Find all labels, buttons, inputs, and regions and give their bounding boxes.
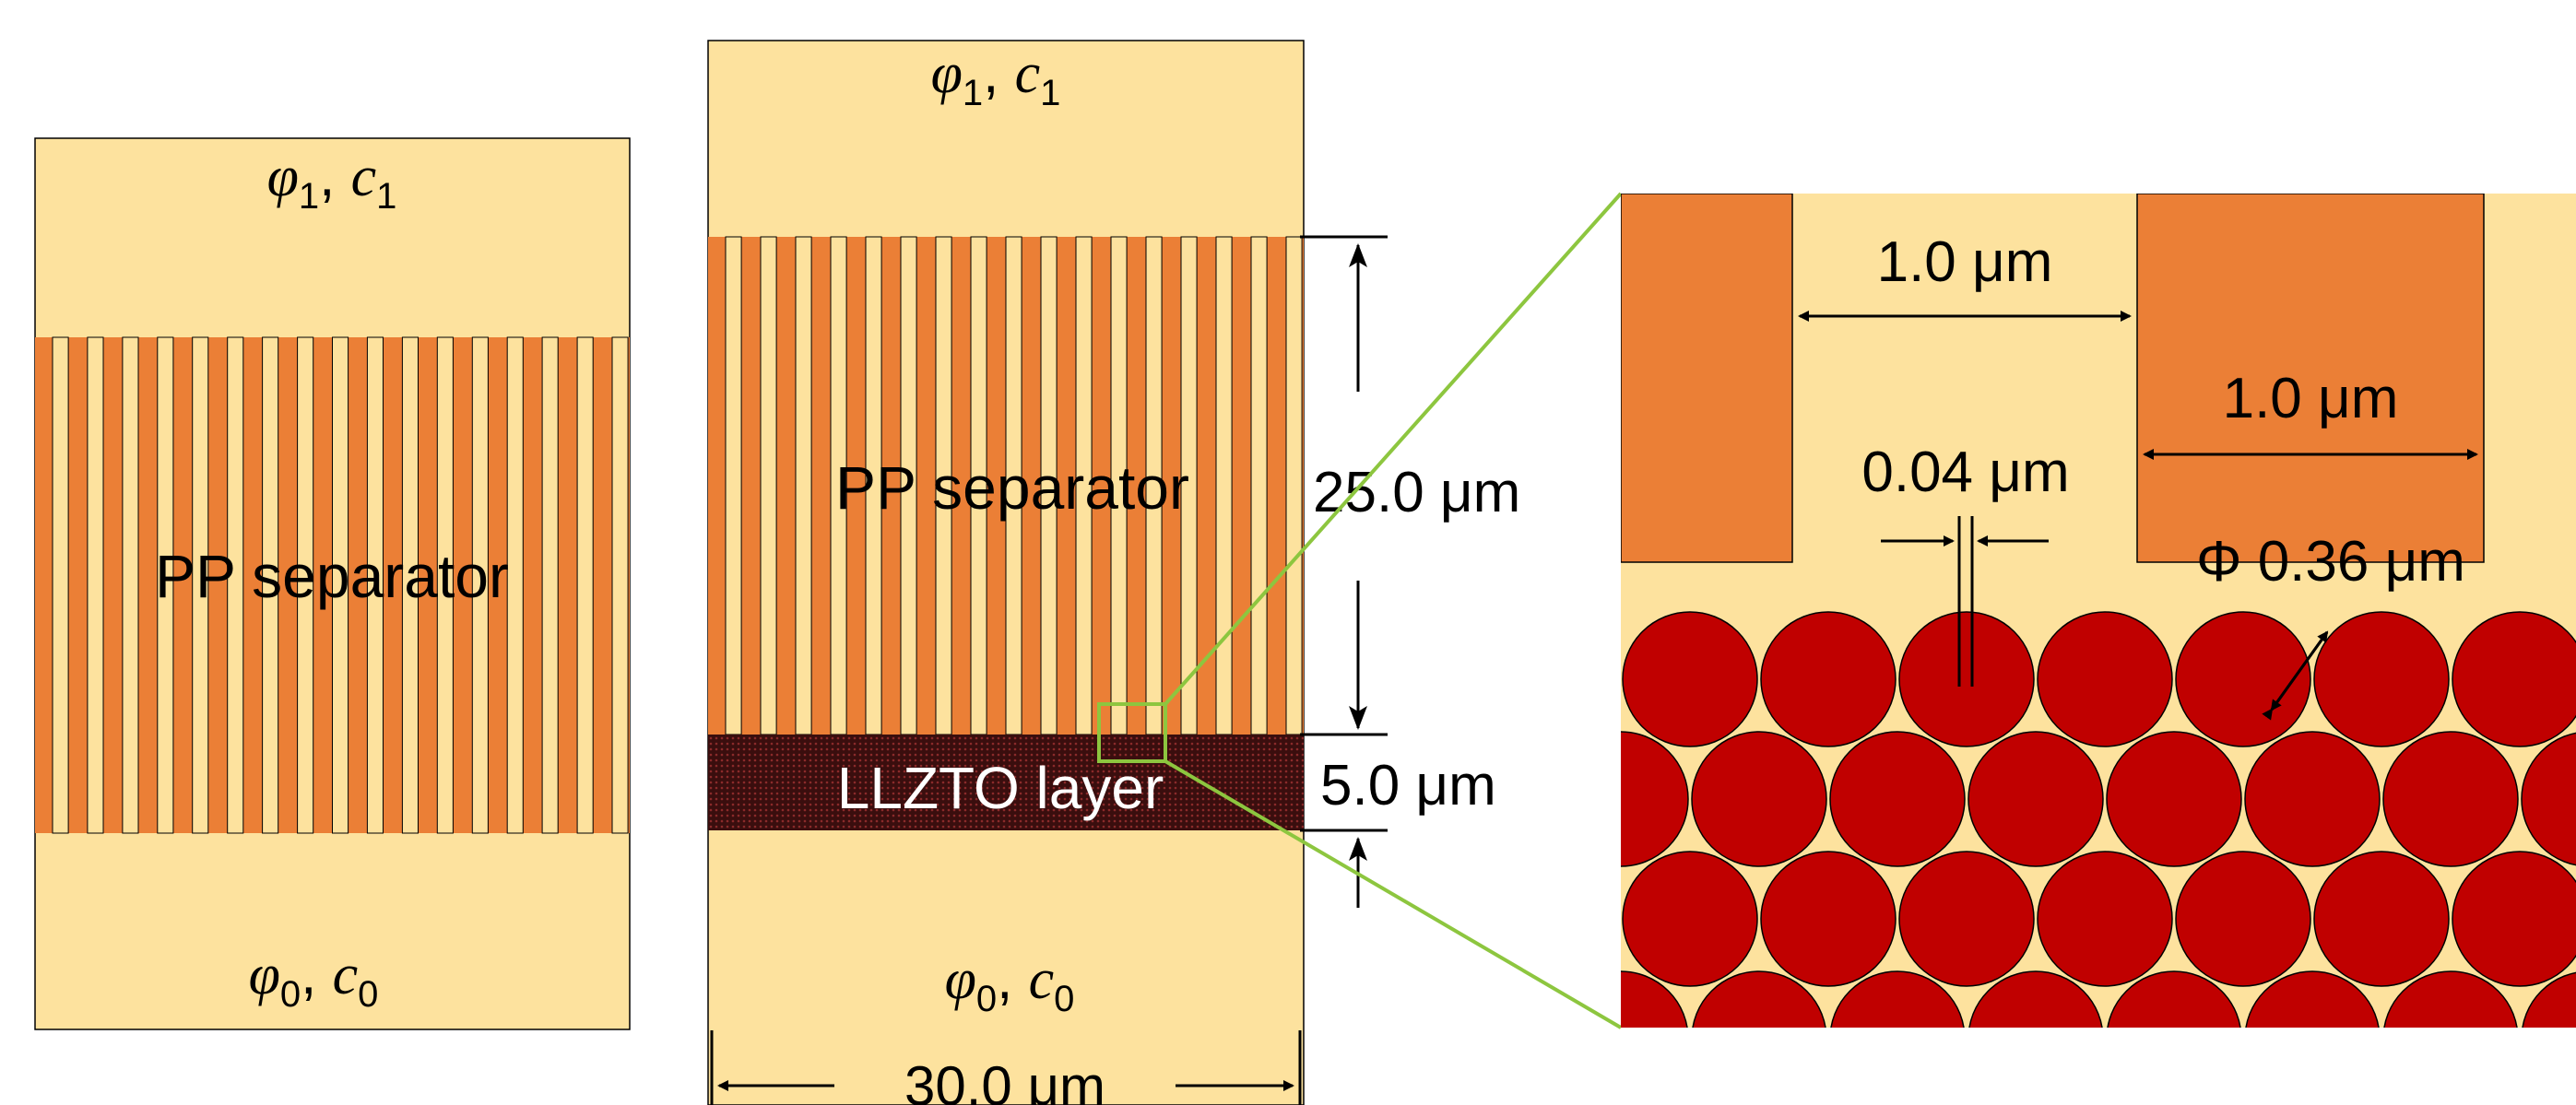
fiber-width-label: 1.0 μm	[2223, 367, 2399, 430]
left-separator-pore	[436, 336, 454, 834]
llzto-particle	[1621, 731, 1689, 867]
llzto-particle	[1898, 611, 2035, 747]
llzto-particle	[1692, 970, 1826, 1028]
middle-separator-pore	[795, 236, 812, 735]
middle-separator-pore	[1285, 236, 1303, 735]
llzto-particle	[2452, 611, 2576, 747]
llzto-particle	[2521, 732, 2576, 866]
middle-separator-pore	[1215, 236, 1233, 735]
llzto-particle	[1622, 851, 1758, 987]
left-separator-label: PP separator	[155, 542, 509, 610]
left-separator-pore	[506, 336, 524, 834]
left-top-potential: φ1, c1	[267, 145, 397, 217]
left-bottom-potential: φ0, c0	[249, 943, 379, 1015]
llzto-particle	[1829, 731, 1966, 867]
left-separator-pore	[332, 336, 349, 834]
llzto-particle	[2382, 731, 2519, 867]
left-separator-pore	[576, 336, 594, 834]
left-panel: φ1, c1 PP separator φ0, c0	[34, 137, 631, 1030]
middle-separator-pore	[1250, 236, 1268, 735]
separator-height-dimension	[1300, 235, 1388, 736]
llzto-particle	[2313, 851, 2450, 987]
left-separator-pore	[297, 336, 314, 834]
layer-height-label: 5.0 μm	[1320, 754, 1496, 817]
particle-diameter-label: Φ 0.36 μm	[2196, 530, 2465, 594]
llzto-particle	[1484, 852, 1619, 986]
left-separator-pore	[262, 336, 279, 834]
width-label: 30.0 μm	[904, 1055, 1105, 1105]
zoom-separator-fiber-right	[2136, 194, 2485, 563]
left-separator-pore	[401, 336, 419, 834]
left-separator-pores	[52, 336, 629, 834]
llzto-particle	[1622, 611, 1758, 747]
llzto-particle	[2244, 731, 2381, 867]
llzto-particle	[2522, 971, 2576, 1028]
middle-separator-label: PP separator	[835, 453, 1189, 522]
left-separator-pore	[227, 336, 244, 834]
llzto-particle	[1621, 970, 1688, 1028]
layer-height-dimension	[1300, 829, 1388, 908]
left-separator-pore	[157, 336, 174, 834]
llzto-particle	[2037, 851, 2173, 987]
particle-gap-dimension	[1881, 516, 2049, 687]
llzto-particle	[1967, 731, 2104, 867]
zoom-panel: 1.0 μm 1.0 μm 0.04 μm Φ 0.36 μm	[1484, 194, 2576, 1028]
llzto-particles	[1484, 611, 2576, 1028]
left-separator-pore	[192, 336, 209, 834]
llzto-particle	[2175, 851, 2311, 987]
llzto-particle	[2245, 970, 2380, 1028]
left-separator-pore	[541, 336, 559, 834]
left-separator-pore	[52, 336, 69, 834]
llzto-particle	[2313, 611, 2450, 747]
middle-panel: φ1, c1 PP separator LLZTO layer φ0, c0 2…	[707, 40, 1520, 1105]
llzto-particle	[1691, 731, 1827, 867]
left-separator-pore	[366, 336, 384, 834]
middle-separator-pore	[725, 236, 742, 735]
llzto-particle	[1968, 970, 2103, 1028]
zoom-source-box	[1097, 702, 1167, 763]
left-separator-pore	[122, 336, 139, 834]
llzto-particle	[1484, 612, 1619, 746]
middle-separator-pore	[760, 236, 777, 735]
llzto-particle	[2037, 611, 2173, 747]
separator-height-label: 25.0 μm	[1313, 461, 1520, 524]
llzto-particle	[2106, 731, 2242, 867]
gap-label: 1.0 μm	[1877, 230, 2053, 294]
zoom-connector-lines	[1164, 192, 1623, 1029]
llzto-particle	[2452, 851, 2576, 987]
llzto-particle	[2107, 970, 2241, 1028]
middle-top-potential: φ1, c1	[931, 41, 1061, 113]
left-separator-pore	[611, 336, 629, 834]
left-separator-pore	[87, 336, 104, 834]
llzto-layer-label: LLZTO layer	[837, 755, 1164, 821]
width-dimension	[710, 1030, 1302, 1105]
llzto-particle	[2383, 970, 2518, 1028]
zoom-separator-fiber-left	[1621, 194, 1793, 563]
particle-gap-label: 0.04 μm	[1861, 441, 2069, 504]
left-separator-pore	[471, 336, 489, 834]
llzto-particle	[2175, 611, 2311, 747]
llzto-particle	[1830, 970, 1965, 1028]
llzto-particle	[1898, 851, 2035, 987]
llzto-particle	[1760, 611, 1897, 747]
middle-bottom-potential: φ0, c0	[945, 947, 1075, 1019]
llzto-particle	[1760, 851, 1897, 987]
